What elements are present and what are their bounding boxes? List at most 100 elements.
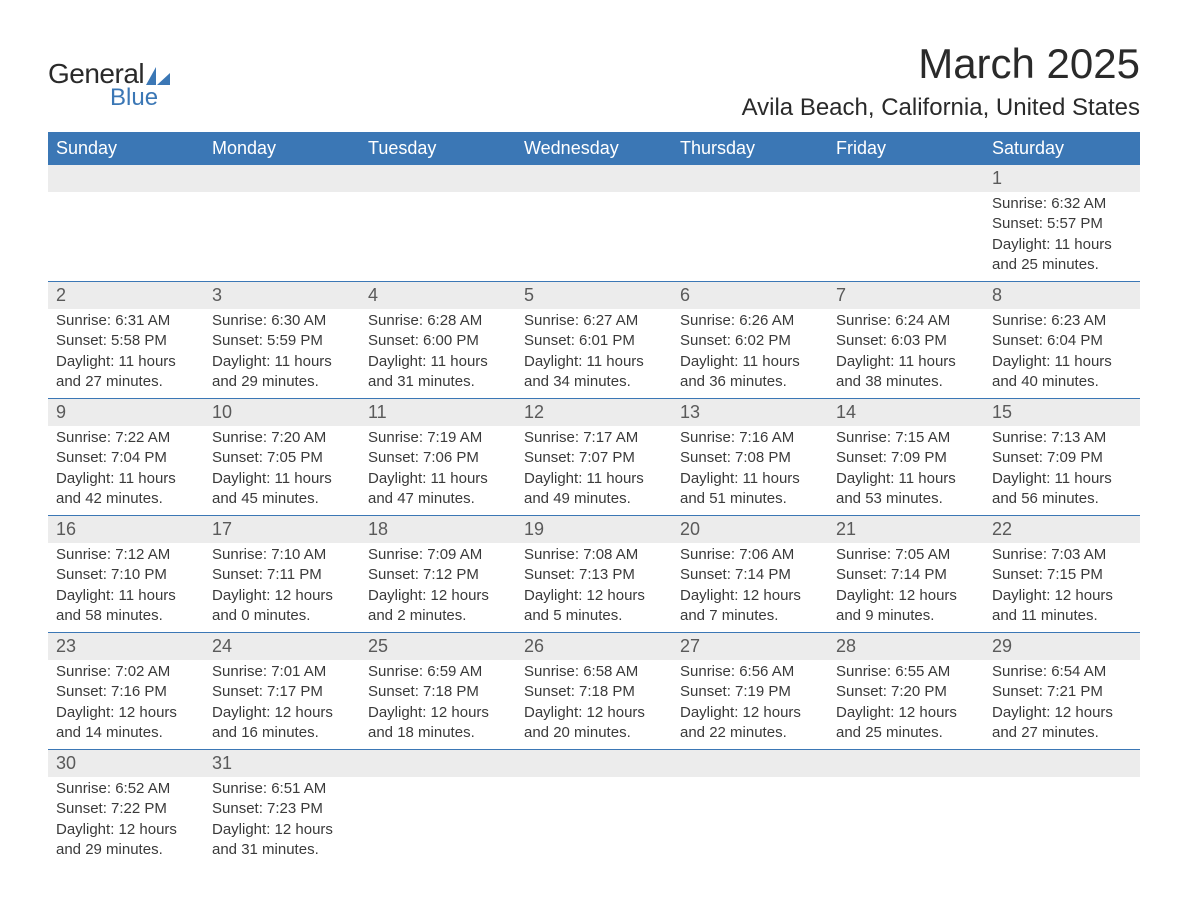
weekday-header-cell: Friday <box>828 132 984 165</box>
day-number: 6 <box>672 282 828 309</box>
day-details <box>516 192 672 200</box>
calendar-day-cell: 1Sunrise: 6:32 AMSunset: 5:57 PMDaylight… <box>984 165 1140 281</box>
day-details: Sunrise: 7:09 AMSunset: 7:12 PMDaylight:… <box>360 543 516 632</box>
calendar-day-cell: 7Sunrise: 6:24 AMSunset: 6:03 PMDaylight… <box>828 282 984 398</box>
day-daylight2: and 7 minutes. <box>680 606 820 626</box>
calendar-day-cell <box>360 165 516 281</box>
day-daylight2: and 0 minutes. <box>212 606 352 626</box>
day-sunset: Sunset: 7:13 PM <box>524 565 664 585</box>
day-daylight2: and 25 minutes. <box>836 723 976 743</box>
day-sunset: Sunset: 7:19 PM <box>680 682 820 702</box>
calendar-day-cell <box>204 165 360 281</box>
day-daylight2: and 27 minutes. <box>56 372 196 392</box>
day-details <box>984 777 1140 785</box>
day-details: Sunrise: 7:10 AMSunset: 7:11 PMDaylight:… <box>204 543 360 632</box>
calendar-day-cell <box>672 165 828 281</box>
day-sunset: Sunset: 7:14 PM <box>836 565 976 585</box>
day-daylight1: Daylight: 12 hours <box>56 820 196 840</box>
day-details: Sunrise: 7:08 AMSunset: 7:13 PMDaylight:… <box>516 543 672 632</box>
calendar-day-cell: 28Sunrise: 6:55 AMSunset: 7:20 PMDayligh… <box>828 633 984 749</box>
calendar-day-cell: 12Sunrise: 7:17 AMSunset: 7:07 PMDayligh… <box>516 399 672 515</box>
calendar-day-cell: 10Sunrise: 7:20 AMSunset: 7:05 PMDayligh… <box>204 399 360 515</box>
day-sunrise: Sunrise: 6:28 AM <box>368 311 508 331</box>
day-sunrise: Sunrise: 7:01 AM <box>212 662 352 682</box>
day-number: 23 <box>48 633 204 660</box>
day-sunset: Sunset: 5:59 PM <box>212 331 352 351</box>
day-daylight2: and 31 minutes. <box>368 372 508 392</box>
empty-day-number <box>516 750 672 777</box>
day-sunrise: Sunrise: 6:26 AM <box>680 311 820 331</box>
calendar-day-cell <box>516 750 672 866</box>
day-number: 12 <box>516 399 672 426</box>
logo-triangle-icon <box>146 67 170 85</box>
day-sunrise: Sunrise: 6:24 AM <box>836 311 976 331</box>
day-details: Sunrise: 6:32 AMSunset: 5:57 PMDaylight:… <box>984 192 1140 281</box>
empty-day-number <box>828 165 984 192</box>
calendar-day-cell: 2Sunrise: 6:31 AMSunset: 5:58 PMDaylight… <box>48 282 204 398</box>
day-sunrise: Sunrise: 7:20 AM <box>212 428 352 448</box>
day-daylight2: and 16 minutes. <box>212 723 352 743</box>
empty-day-number <box>360 165 516 192</box>
day-sunrise: Sunrise: 7:03 AM <box>992 545 1132 565</box>
logo: General Blue <box>48 58 170 112</box>
calendar-week: 16Sunrise: 7:12 AMSunset: 7:10 PMDayligh… <box>48 516 1140 633</box>
day-sunrise: Sunrise: 7:15 AM <box>836 428 976 448</box>
day-details: Sunrise: 7:20 AMSunset: 7:05 PMDaylight:… <box>204 426 360 515</box>
day-sunset: Sunset: 7:07 PM <box>524 448 664 468</box>
day-sunset: Sunset: 6:01 PM <box>524 331 664 351</box>
day-daylight2: and 45 minutes. <box>212 489 352 509</box>
calendar-week: 23Sunrise: 7:02 AMSunset: 7:16 PMDayligh… <box>48 633 1140 750</box>
day-daylight2: and 9 minutes. <box>836 606 976 626</box>
day-daylight1: Daylight: 11 hours <box>680 352 820 372</box>
day-details: Sunrise: 7:03 AMSunset: 7:15 PMDaylight:… <box>984 543 1140 632</box>
day-details: Sunrise: 6:52 AMSunset: 7:22 PMDaylight:… <box>48 777 204 866</box>
day-number: 19 <box>516 516 672 543</box>
day-daylight1: Daylight: 11 hours <box>992 235 1132 255</box>
day-details <box>204 192 360 200</box>
day-sunset: Sunset: 7:22 PM <box>56 799 196 819</box>
day-sunset: Sunset: 7:15 PM <box>992 565 1132 585</box>
day-number: 8 <box>984 282 1140 309</box>
calendar-week: 30Sunrise: 6:52 AMSunset: 7:22 PMDayligh… <box>48 750 1140 866</box>
day-details: Sunrise: 7:22 AMSunset: 7:04 PMDaylight:… <box>48 426 204 515</box>
day-sunset: Sunset: 7:08 PM <box>680 448 820 468</box>
weekday-header-cell: Saturday <box>984 132 1140 165</box>
day-daylight2: and 58 minutes. <box>56 606 196 626</box>
calendar-day-cell: 27Sunrise: 6:56 AMSunset: 7:19 PMDayligh… <box>672 633 828 749</box>
day-number: 2 <box>48 282 204 309</box>
day-daylight2: and 34 minutes. <box>524 372 664 392</box>
weeks-container: 1Sunrise: 6:32 AMSunset: 5:57 PMDaylight… <box>48 165 1140 866</box>
day-daylight1: Daylight: 11 hours <box>368 352 508 372</box>
day-number: 17 <box>204 516 360 543</box>
day-sunset: Sunset: 7:14 PM <box>680 565 820 585</box>
day-sunset: Sunset: 7:21 PM <box>992 682 1132 702</box>
day-number: 1 <box>984 165 1140 192</box>
day-details <box>828 192 984 200</box>
calendar-day-cell <box>516 165 672 281</box>
day-sunset: Sunset: 7:18 PM <box>368 682 508 702</box>
calendar-day-cell: 3Sunrise: 6:30 AMSunset: 5:59 PMDaylight… <box>204 282 360 398</box>
calendar-day-cell: 4Sunrise: 6:28 AMSunset: 6:00 PMDaylight… <box>360 282 516 398</box>
day-daylight2: and 40 minutes. <box>992 372 1132 392</box>
month-title: March 2025 <box>742 40 1140 88</box>
day-sunset: Sunset: 7:11 PM <box>212 565 352 585</box>
day-details <box>828 777 984 785</box>
calendar-day-cell <box>828 165 984 281</box>
weekday-header-row: Sunday Monday Tuesday Wednesday Thursday… <box>48 132 1140 165</box>
day-sunset: Sunset: 7:16 PM <box>56 682 196 702</box>
day-details: Sunrise: 6:58 AMSunset: 7:18 PMDaylight:… <box>516 660 672 749</box>
day-number: 4 <box>360 282 516 309</box>
day-number: 7 <box>828 282 984 309</box>
day-sunrise: Sunrise: 6:32 AM <box>992 194 1132 214</box>
day-number: 20 <box>672 516 828 543</box>
day-daylight2: and 22 minutes. <box>680 723 820 743</box>
day-sunrise: Sunrise: 7:06 AM <box>680 545 820 565</box>
day-sunrise: Sunrise: 7:08 AM <box>524 545 664 565</box>
day-daylight1: Daylight: 12 hours <box>992 703 1132 723</box>
day-number: 31 <box>204 750 360 777</box>
day-details: Sunrise: 6:24 AMSunset: 6:03 PMDaylight:… <box>828 309 984 398</box>
day-daylight1: Daylight: 11 hours <box>56 469 196 489</box>
day-number: 9 <box>48 399 204 426</box>
day-daylight2: and 29 minutes. <box>212 372 352 392</box>
calendar-day-cell: 29Sunrise: 6:54 AMSunset: 7:21 PMDayligh… <box>984 633 1140 749</box>
